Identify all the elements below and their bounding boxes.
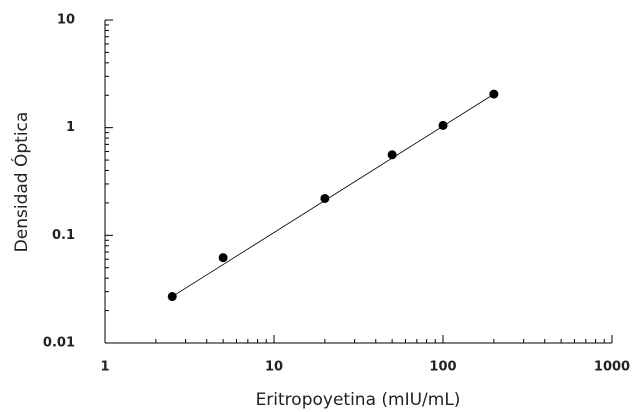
data-point xyxy=(167,292,177,302)
x-tick-label: 1 xyxy=(100,360,109,375)
y-tick-label: 0.1 xyxy=(52,228,75,243)
y-axis-title: Densidad Óptica xyxy=(10,112,32,253)
y-tick-label: 0.01 xyxy=(43,336,75,351)
data-point xyxy=(387,150,397,160)
data-point xyxy=(320,193,330,203)
data-point xyxy=(218,253,228,263)
x-tick-label: 100 xyxy=(429,360,456,375)
y-tick-label: 10 xyxy=(57,13,75,28)
data-point xyxy=(489,89,499,99)
y-tick-label: 1 xyxy=(66,120,75,135)
x-tick-label: 1000 xyxy=(594,360,630,375)
x-axis-title: Eritropoyetina (mIU/mL) xyxy=(256,390,461,410)
x-tick-label: 10 xyxy=(265,360,283,375)
data-point xyxy=(438,120,448,130)
